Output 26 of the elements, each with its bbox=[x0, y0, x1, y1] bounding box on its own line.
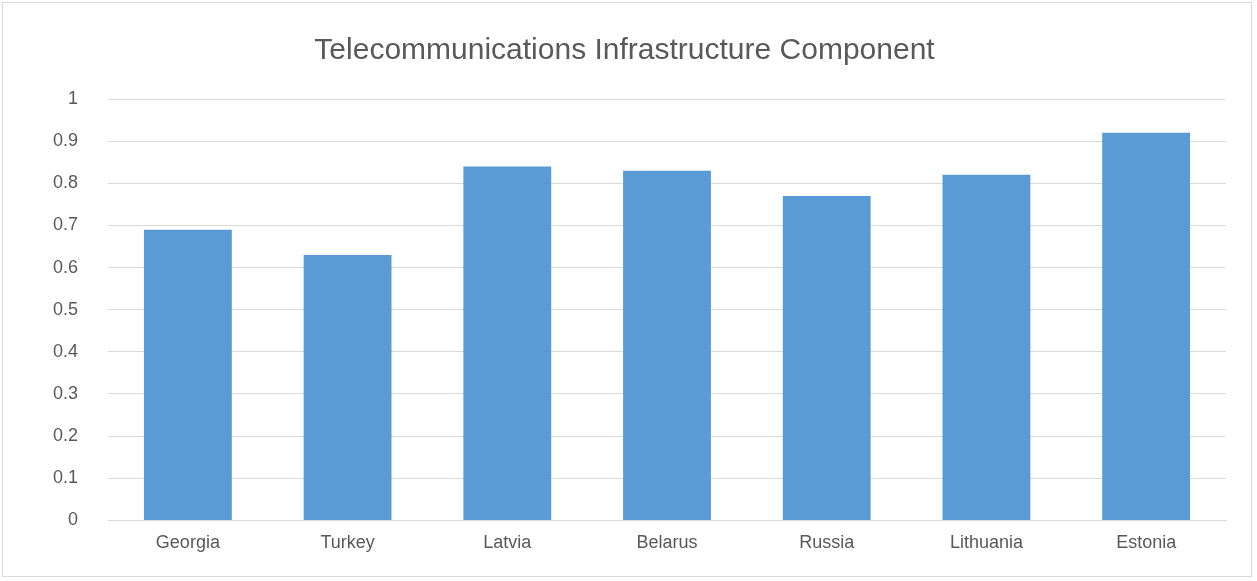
bar bbox=[782, 195, 871, 520]
y-tick-label: 0.6 bbox=[52, 256, 79, 277]
bar bbox=[1102, 132, 1191, 520]
x-tick-label: Russia bbox=[799, 532, 856, 553]
y-tick-label: 0.9 bbox=[52, 130, 79, 151]
y-tick-label: 0.2 bbox=[52, 425, 79, 446]
x-tick-label: Belarus bbox=[636, 532, 698, 553]
bar bbox=[463, 166, 552, 520]
x-tick-label: Latvia bbox=[483, 532, 533, 553]
x-tick-label: Georgia bbox=[155, 532, 221, 553]
x-tick-label: Turkey bbox=[320, 532, 375, 553]
y-tick-label: 0.4 bbox=[52, 340, 79, 361]
chart-title: Telecommunications Infrastructure Component bbox=[314, 32, 936, 66]
bar bbox=[303, 254, 392, 520]
y-tick-label: 0.5 bbox=[52, 298, 79, 319]
bar bbox=[623, 170, 711, 520]
y-tick-label: 0.1 bbox=[52, 467, 79, 488]
y-tick-label: 0.7 bbox=[52, 214, 79, 235]
x-tick-label: Estonia bbox=[1116, 532, 1178, 553]
y-tick-label: 1 bbox=[68, 87, 79, 108]
bar bbox=[942, 174, 1031, 520]
bar bbox=[143, 229, 232, 520]
x-tick-label: Lithuania bbox=[949, 532, 1024, 553]
y-tick-label: 0 bbox=[68, 509, 79, 530]
y-tick-label: 0.3 bbox=[52, 382, 79, 403]
y-tick-label: 0.8 bbox=[52, 172, 79, 193]
